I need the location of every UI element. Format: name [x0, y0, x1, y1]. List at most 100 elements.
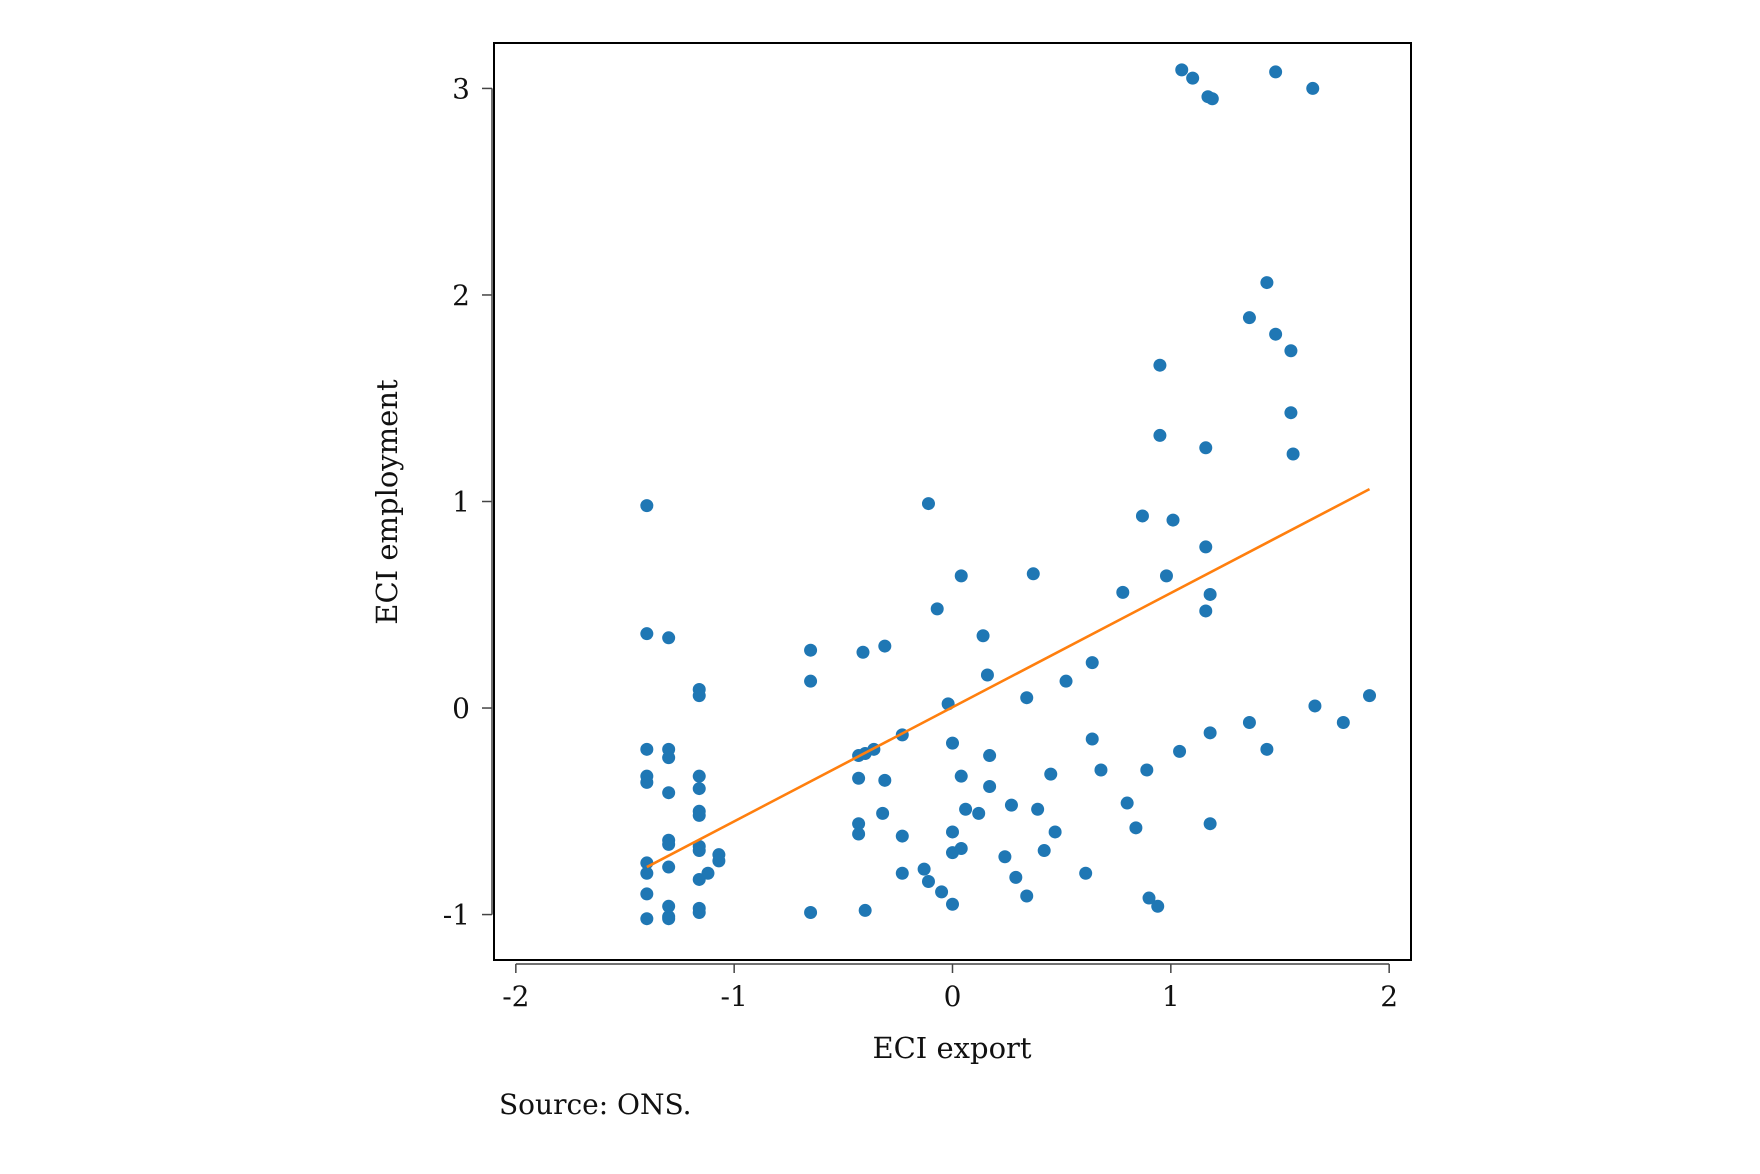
data-point [878, 773, 892, 787]
data-point [692, 808, 706, 822]
data-point [921, 875, 935, 889]
data-point [1336, 715, 1350, 729]
data-point [1286, 447, 1300, 461]
data-point [983, 749, 997, 763]
data-point [1363, 689, 1377, 703]
data-point [1153, 428, 1167, 442]
data-point [1020, 691, 1034, 705]
data-point [662, 899, 676, 913]
data-point [1166, 513, 1180, 527]
data-point [1135, 509, 1149, 523]
x-tick-label: -1 [721, 980, 748, 1013]
data-point [1094, 763, 1108, 777]
y-axis: -1 0 1 2 3 [443, 72, 493, 932]
data-point [662, 786, 676, 800]
y-tick-label: 1 [452, 486, 470, 519]
data-point [878, 639, 892, 653]
data-point [662, 860, 676, 874]
data-point [1199, 540, 1213, 554]
data-point [1306, 81, 1320, 95]
data-point [640, 499, 654, 513]
y-tick-label: 2 [452, 279, 470, 312]
data-point [1203, 587, 1217, 601]
data-point [895, 829, 909, 843]
data-point [712, 854, 726, 868]
fit-line [646, 487, 1371, 869]
data-point [1085, 732, 1099, 746]
data-point [954, 569, 968, 583]
data-point [804, 643, 818, 657]
data-point [954, 769, 968, 783]
data-point [1284, 344, 1298, 358]
data-point [804, 674, 818, 688]
data-point [1079, 866, 1093, 880]
data-point [976, 629, 990, 643]
data-point [1037, 844, 1051, 858]
data-point [959, 802, 973, 816]
data-point [946, 736, 959, 750]
data-point [701, 866, 715, 880]
data-point [1284, 406, 1298, 420]
data-point [1175, 63, 1189, 77]
data-point [1260, 742, 1274, 756]
data-point [692, 782, 706, 796]
data-point [852, 827, 866, 841]
data-point [692, 844, 706, 858]
data-point [1269, 65, 1283, 79]
data-point [640, 775, 654, 789]
data-point [1048, 825, 1062, 839]
data-point [1085, 656, 1099, 670]
data-point [998, 850, 1012, 864]
x-tick-label: -2 [502, 980, 529, 1013]
y-axis-label: ECI employment [370, 379, 404, 625]
data-point [852, 817, 866, 831]
data-point [1129, 821, 1143, 835]
data-point [662, 837, 676, 851]
x-tick-label: 2 [1380, 980, 1398, 1013]
data-point [930, 602, 944, 616]
data-point [858, 903, 872, 917]
data-point [921, 497, 935, 511]
data-point [1009, 870, 1023, 884]
data-point [1203, 726, 1217, 740]
data-point [917, 862, 931, 876]
data-point [640, 887, 654, 901]
data-point [983, 780, 997, 794]
data-point [954, 841, 968, 855]
y-tick-label: 3 [452, 72, 470, 105]
data-point [1059, 674, 1073, 688]
data-point [662, 631, 676, 645]
x-tick-label: 1 [1162, 980, 1180, 1013]
data-point [1269, 327, 1283, 341]
plot-frame [493, 42, 1412, 961]
data-point [1044, 767, 1058, 781]
data-point [1120, 796, 1134, 810]
data-point [1199, 604, 1213, 618]
data-point [640, 627, 654, 641]
data-point [1140, 763, 1154, 777]
data-point [662, 912, 676, 926]
data-point [1173, 744, 1187, 758]
y-tick-label: 0 [452, 692, 470, 725]
data-point [1004, 798, 1018, 812]
source-note: Source: ONS. [499, 1088, 692, 1121]
data-point [1308, 699, 1322, 713]
data-point [1242, 311, 1256, 325]
data-point [804, 905, 818, 919]
data-point [1026, 567, 1040, 581]
data-point [1260, 276, 1274, 290]
data-point [640, 912, 654, 926]
data-point [640, 866, 654, 880]
x-axis-label: ECI export [872, 1031, 1031, 1065]
data-point [692, 769, 706, 783]
data-point [1031, 802, 1045, 816]
x-axis: -2 -1 0 1 2 [502, 963, 1398, 1013]
data-points [640, 63, 1377, 926]
data-point [946, 897, 959, 911]
data-point [980, 668, 994, 682]
data-point [1186, 71, 1200, 85]
data-point [876, 806, 890, 820]
data-point [1020, 889, 1034, 903]
data-point [1153, 358, 1167, 372]
